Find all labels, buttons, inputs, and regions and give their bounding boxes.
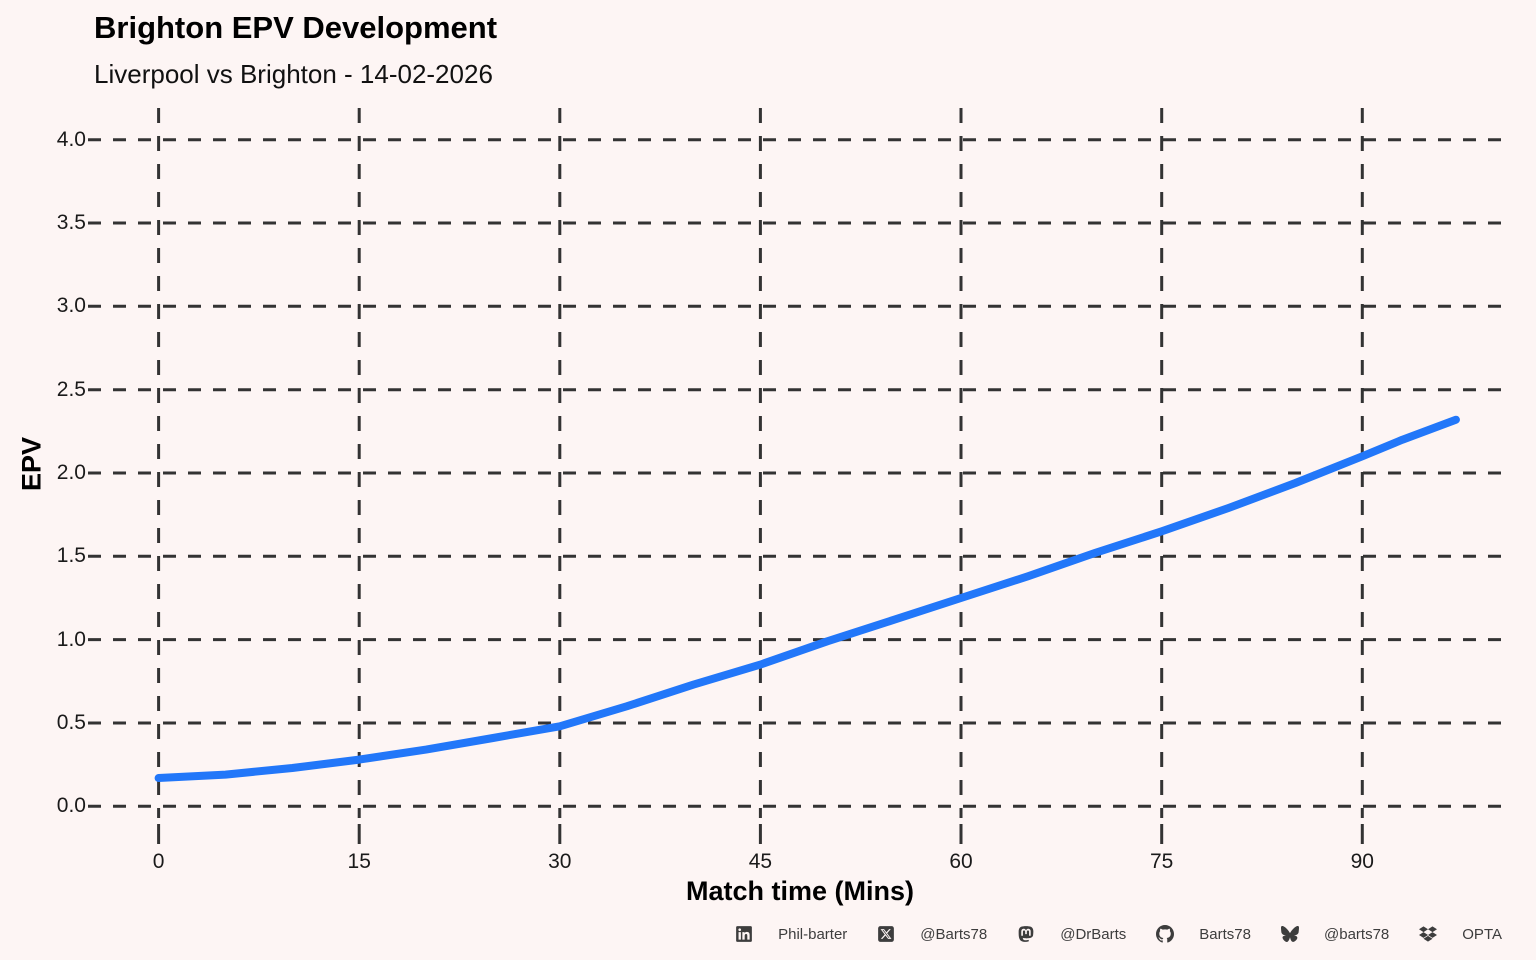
page-title: Brighton EPV Development bbox=[94, 10, 498, 45]
x-axis-title: Match time (Mins) bbox=[685, 876, 915, 906]
dropbox-icon bbox=[1419, 926, 1438, 942]
footer-handle-label: OPTA bbox=[1462, 925, 1502, 943]
y-tick-label: 2.0 bbox=[56, 461, 86, 484]
footer-handle-label: @barts78 bbox=[1324, 925, 1390, 943]
linkedin-icon bbox=[736, 926, 752, 942]
footer-handle-label: @DrBarts bbox=[1060, 925, 1127, 943]
footer-item: @Barts78 bbox=[877, 925, 987, 943]
footer-item: @barts78 bbox=[1281, 925, 1389, 943]
x-tick-label: 45 bbox=[748, 850, 773, 873]
footer-item: Barts78 bbox=[1156, 925, 1251, 943]
x-tick-label: 90 bbox=[1350, 850, 1374, 873]
footer-handle-label: @Barts78 bbox=[920, 925, 988, 943]
footer-social-bar: Phil-barter @Barts78 @DrBarts Barts78 @barts… bbox=[735, 925, 1502, 943]
x-tick-label: 75 bbox=[1149, 850, 1174, 873]
x-icon bbox=[878, 926, 895, 942]
page-subtitle: Liverpool vs Brighton - 14-02-2026 bbox=[94, 59, 493, 89]
footer-item: Phil-barter bbox=[735, 925, 847, 943]
x-tick-label: 60 bbox=[949, 850, 973, 873]
x-tick-label: 0 bbox=[152, 850, 165, 873]
bluesky-icon bbox=[1281, 925, 1299, 943]
footer-item: OPTA bbox=[1419, 925, 1502, 943]
epv-line bbox=[154, 415, 1460, 782]
y-tick-label: 1.5 bbox=[56, 544, 86, 568]
footer-handle-label: Barts78 bbox=[1199, 925, 1251, 943]
x-tick-label: 15 bbox=[347, 850, 371, 873]
y-tick-label: 2.5 bbox=[56, 377, 86, 401]
y-tick-label: 4.0 bbox=[56, 127, 86, 151]
github-icon bbox=[1156, 925, 1175, 943]
x-tick-label: 30 bbox=[548, 850, 572, 873]
mastodon-icon bbox=[1018, 926, 1034, 942]
y-tick-label: 0.5 bbox=[56, 710, 86, 734]
y-axis-title: EPV bbox=[16, 436, 47, 492]
footer-handle-label: Phil-barter bbox=[778, 925, 848, 943]
y-axis-tick-labels: 0.0 0.5 1.0 1.5 2.0 2.5 3.0 3.5 4.0 bbox=[0, 0, 86, 960]
y-tick-label: 3.0 bbox=[56, 294, 86, 318]
footer-item: @DrBarts bbox=[1017, 925, 1126, 943]
y-tick-label: 0.0 bbox=[56, 794, 86, 818]
y-tick-label: 3.5 bbox=[56, 211, 86, 235]
y-tick-label: 1.0 bbox=[56, 627, 86, 651]
